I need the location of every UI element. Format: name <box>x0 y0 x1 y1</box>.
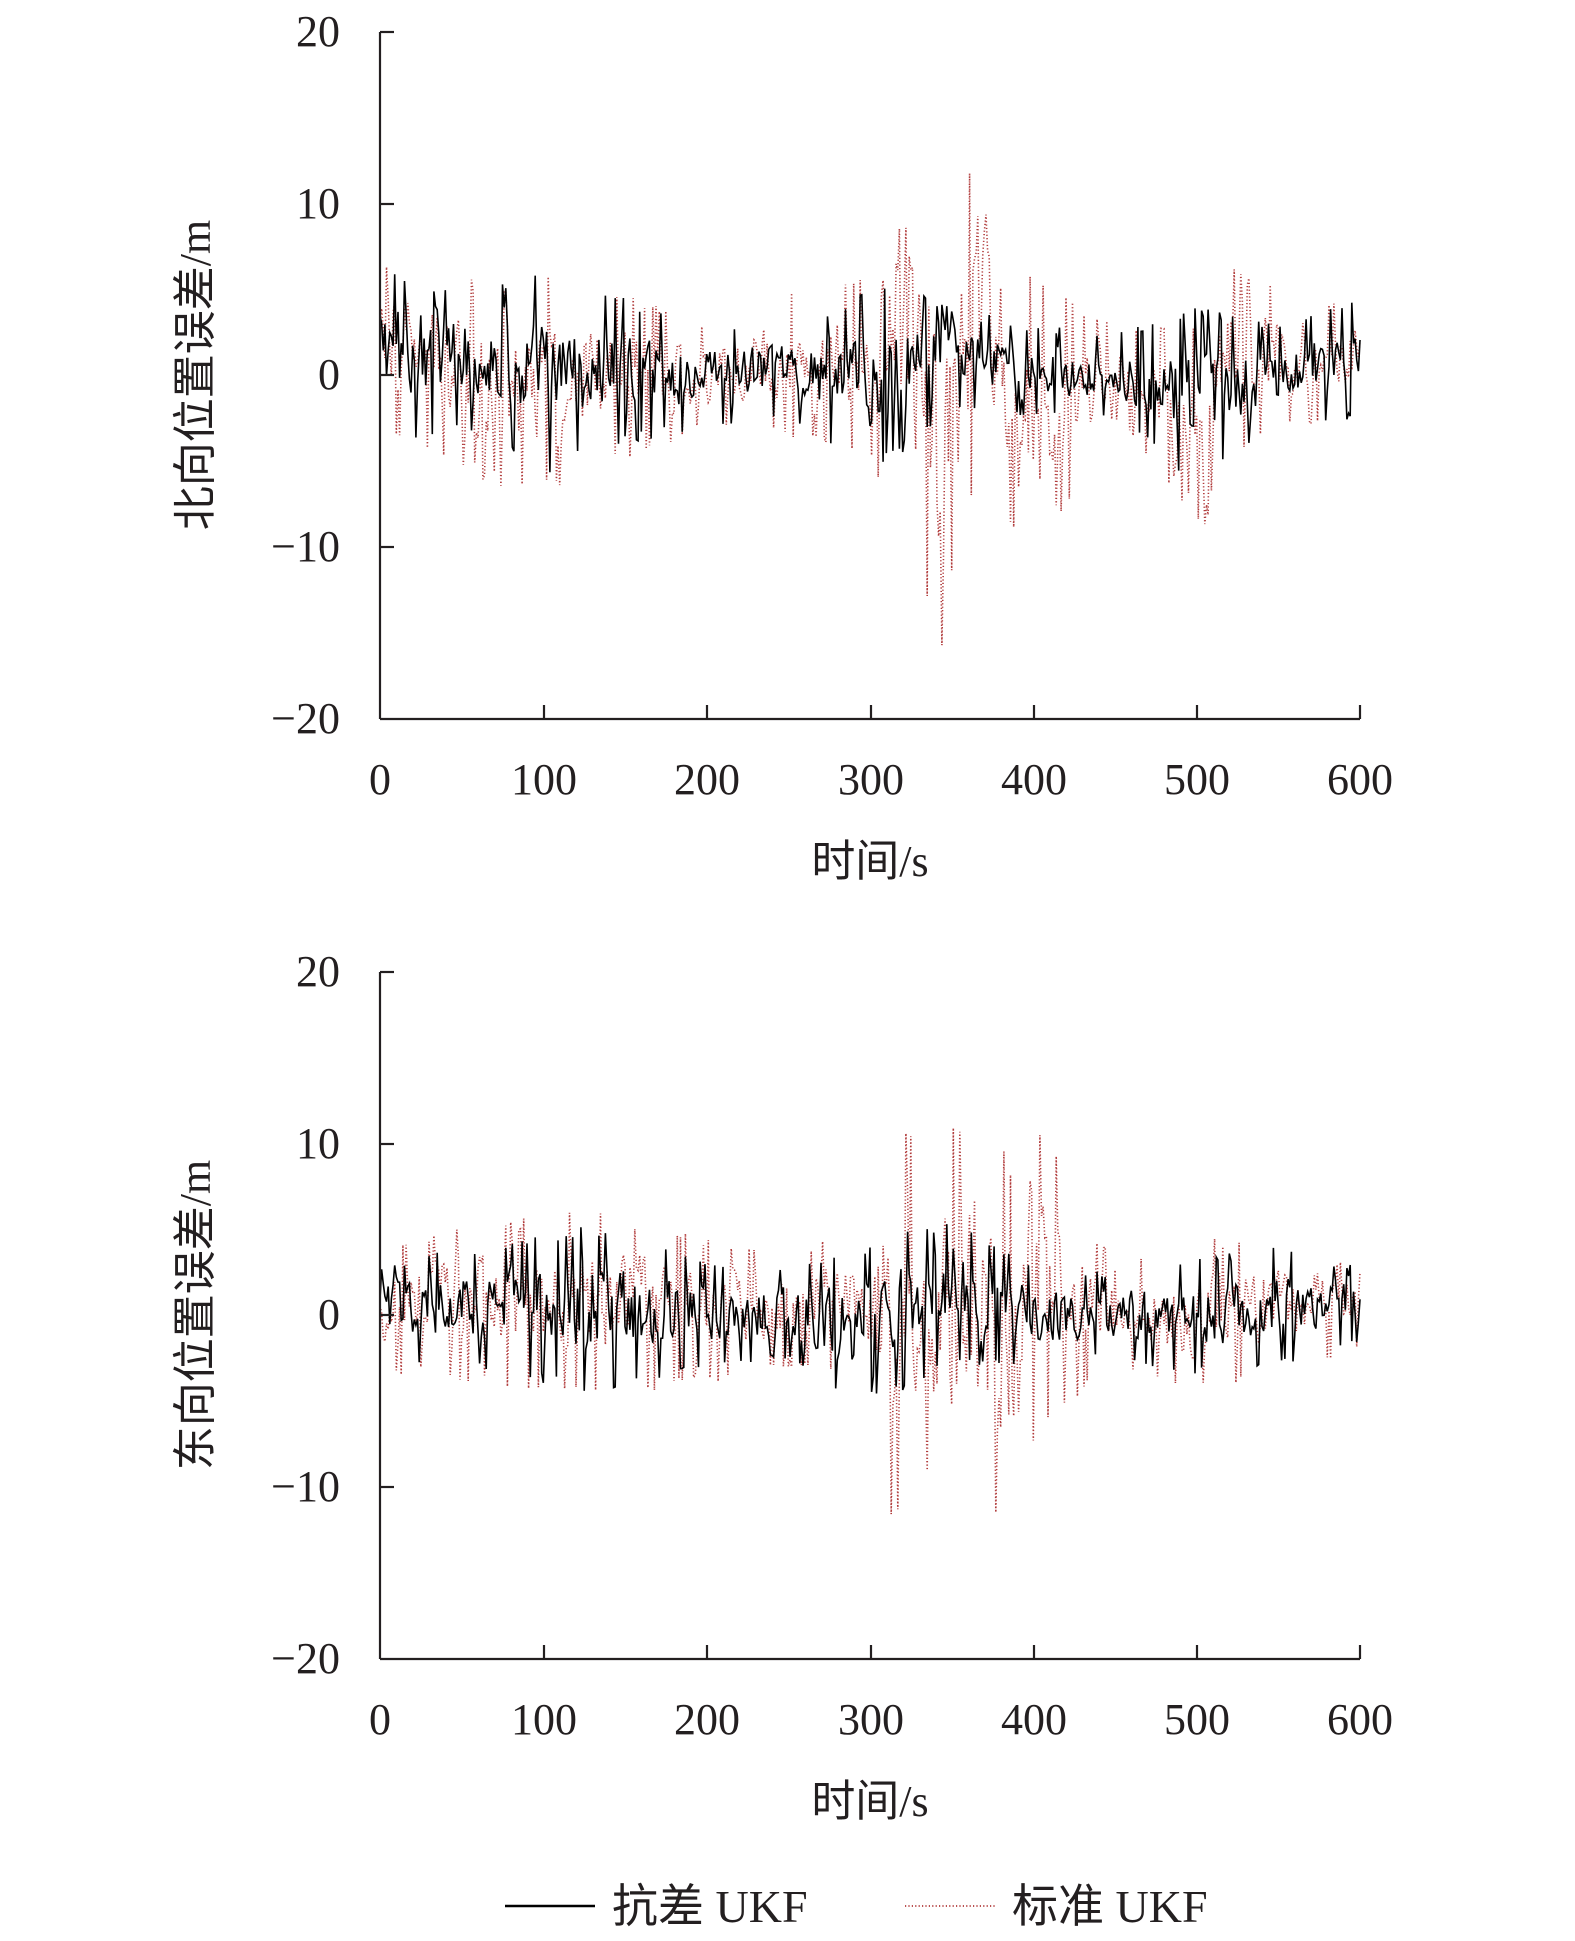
north-x-tick-label: 100 <box>511 755 577 804</box>
east-x-tick-label: 600 <box>1327 1695 1393 1744</box>
north-y-tick-label: −10 <box>271 522 340 571</box>
north-x-tick-label: 0 <box>369 755 391 804</box>
north-x-axis-title: 时间/s <box>811 837 928 886</box>
east-y-tick-label: −20 <box>271 1634 340 1683</box>
east-x-tick-label: 500 <box>1164 1695 1230 1744</box>
east-y-tick-label: 10 <box>296 1119 340 1168</box>
north-y-tick-label: −20 <box>271 694 340 743</box>
east-series-robust-ukf <box>379 1224 1361 1394</box>
legend-label-standard-ukf: 标准 UKF <box>1012 1881 1208 1932</box>
east-x-tick-label: 400 <box>1001 1695 1067 1744</box>
north-series-robust-ukf <box>379 274 1361 473</box>
east-x-tick-label: 300 <box>838 1695 904 1744</box>
north-y-tick-label: 20 <box>296 7 340 56</box>
north-y-tick-label: 10 <box>296 179 340 228</box>
north-x-tick-label: 500 <box>1164 755 1230 804</box>
east-plot-area <box>379 1127 1361 1515</box>
east-x-axis-title: 时间/s <box>811 1777 928 1826</box>
east-x-tick-label: 100 <box>511 1695 577 1744</box>
east-y-tick-label: 0 <box>318 1290 340 1339</box>
north-x-tick-label: 600 <box>1327 755 1393 804</box>
north-x-tick-label: 300 <box>838 755 904 804</box>
north-series-standard-ukf <box>379 173 1361 646</box>
north-plot-area <box>379 173 1361 646</box>
north-x-tick-label: 200 <box>674 755 740 804</box>
north-y-axis-title: 北向位置误差/m <box>171 220 220 530</box>
legend: 抗差 UKF 标准 UKF <box>505 1881 1208 1932</box>
east-x-tick-label: 0 <box>369 1695 391 1744</box>
east-y-tick-label: −10 <box>271 1462 340 1511</box>
east-y-tick-label: 20 <box>296 947 340 996</box>
east-x-tick-label: 200 <box>674 1695 740 1744</box>
chart-north: 20 10 0 −10 −20 0 100 200 300 400 500 60… <box>171 7 1393 886</box>
chart-east: 20 10 0 −10 −20 0 100 200 300 400 500 60… <box>171 947 1393 1826</box>
east-y-axis-title: 东向位置误差/m <box>171 1160 220 1470</box>
north-y-tick-label: 0 <box>318 350 340 399</box>
north-x-tick-label: 400 <box>1001 755 1067 804</box>
legend-label-robust-ukf: 抗差 UKF <box>612 1881 808 1932</box>
